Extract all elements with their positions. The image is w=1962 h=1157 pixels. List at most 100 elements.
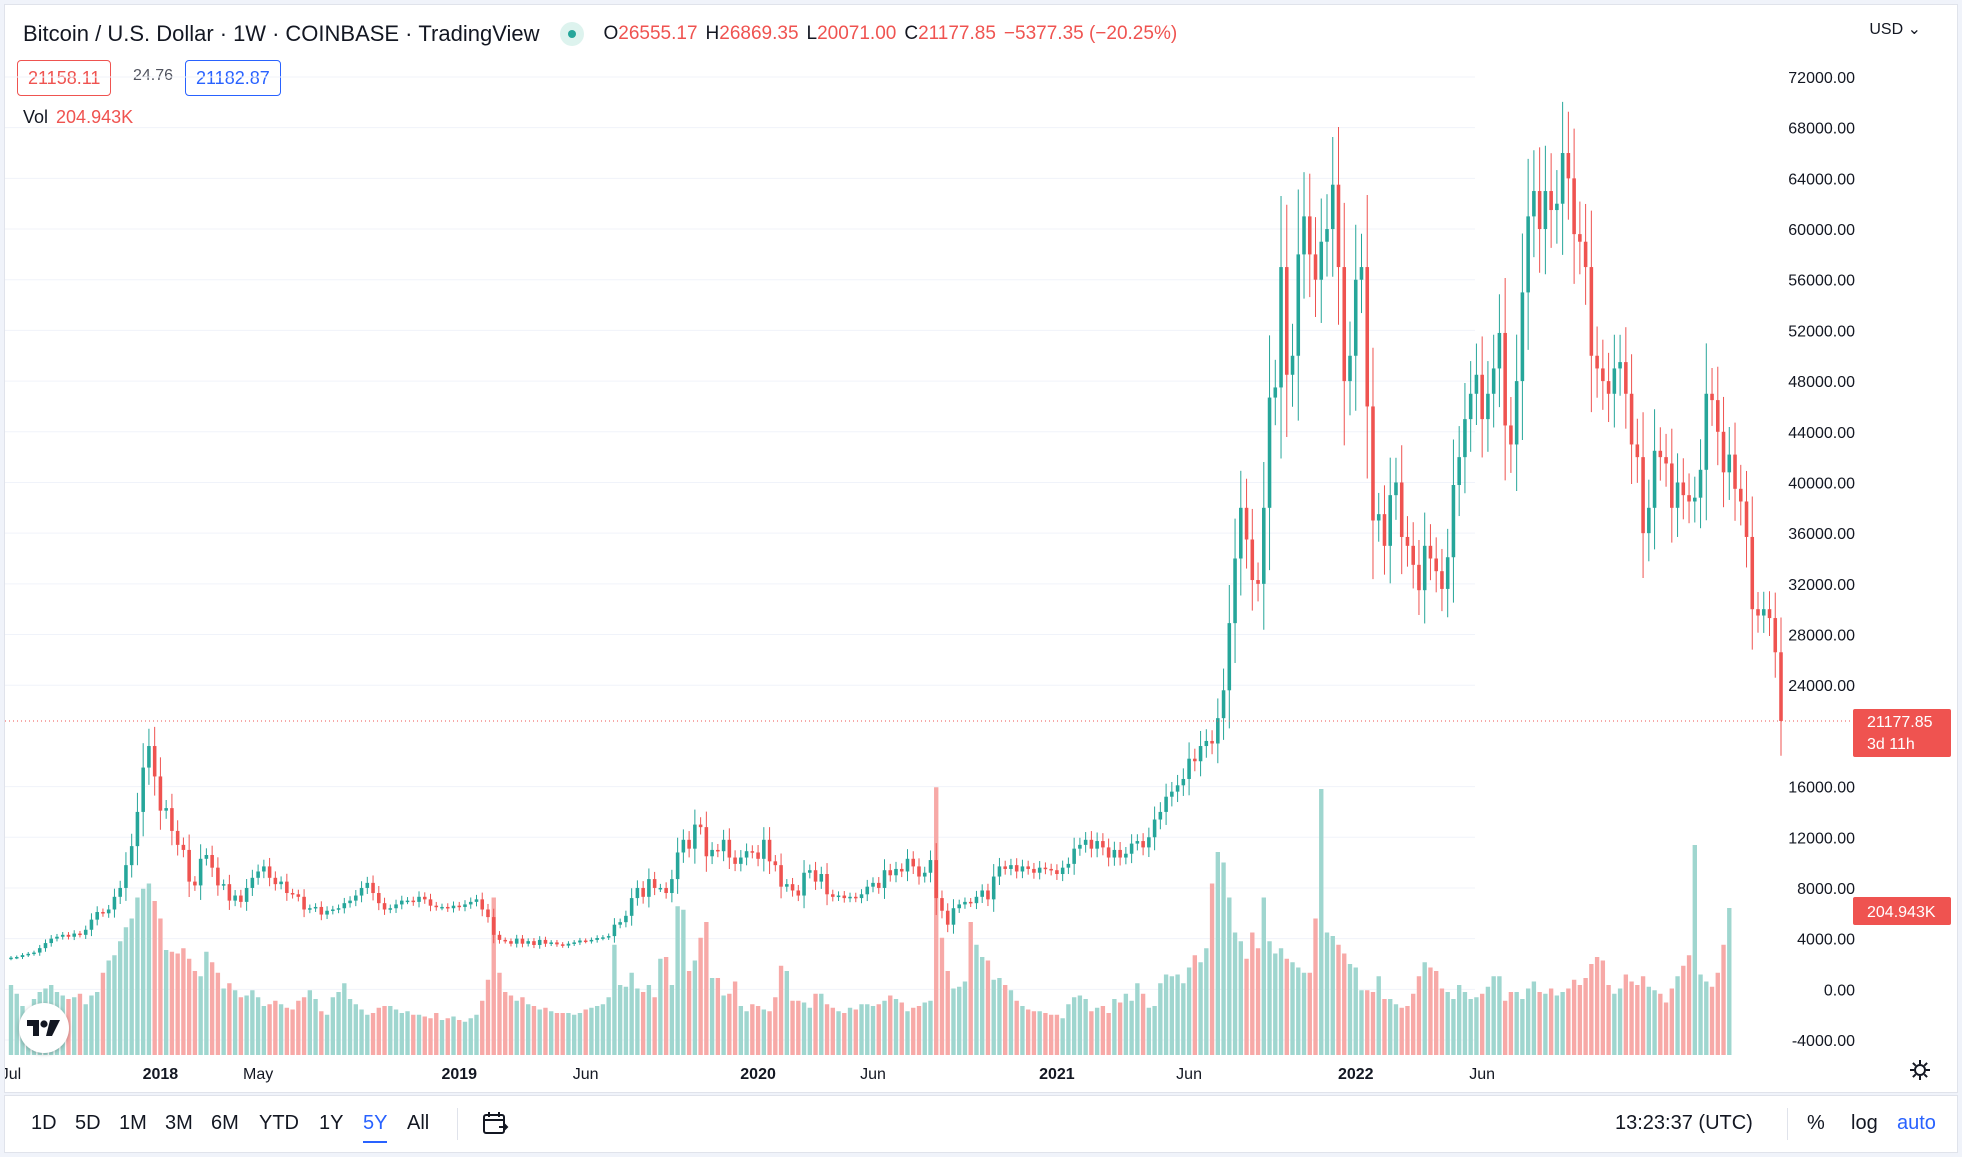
volume-bar <box>457 1020 462 1055</box>
volume-bar <box>606 997 611 1055</box>
volume-bar <box>1485 986 1491 1055</box>
volume-bar <box>192 971 198 1055</box>
candle-body <box>1135 841 1140 844</box>
candle-body <box>1681 482 1686 496</box>
candle-body <box>1710 393 1714 401</box>
volume-bar <box>997 978 1002 1055</box>
interval-label[interactable]: 1W <box>233 21 267 46</box>
legend-separator-1: · <box>219 21 228 46</box>
volume-bar <box>842 1013 847 1055</box>
volume-bar <box>227 983 232 1055</box>
range-1m-button[interactable]: 1M <box>119 1112 147 1134</box>
candle-body <box>595 937 599 940</box>
percent-toggle[interactable]: % <box>1807 1112 1825 1134</box>
volume-bar <box>267 1004 272 1055</box>
y-tick-label: 32000.00 <box>1788 577 1855 594</box>
volume-bar <box>232 990 238 1055</box>
range-5y-button[interactable]: 5Y <box>363 1112 388 1143</box>
volume-label: Vol <box>23 107 49 127</box>
candle-body <box>1537 191 1542 230</box>
volume-bar <box>1675 976 1680 1055</box>
candle-body <box>26 953 31 956</box>
date-range-calendar-icon[interactable] <box>481 1110 509 1138</box>
volume-bar <box>1342 953 1347 1055</box>
volume-bar <box>1721 944 1726 1055</box>
candle-body <box>1624 362 1628 394</box>
volume-bar <box>698 937 703 1055</box>
spread-value: 24.76 <box>133 67 174 84</box>
volume-bar <box>330 997 336 1055</box>
high-value: 26869.35 <box>719 23 799 44</box>
auto-scale-toggle[interactable]: auto <box>1897 1112 1936 1134</box>
volume-bar <box>911 1007 916 1055</box>
volume-bar <box>347 999 353 1055</box>
candle-body <box>129 846 134 866</box>
candle-body <box>20 955 25 958</box>
y-tick-label: 4000.00 <box>1797 932 1855 949</box>
volume-bar <box>1255 948 1261 1055</box>
candle-body <box>359 887 364 896</box>
volume-bar <box>1629 981 1634 1055</box>
candle-body <box>1221 690 1226 719</box>
range-5d-button[interactable]: 5D <box>75 1112 101 1134</box>
log-toggle[interactable]: log <box>1851 1112 1878 1134</box>
volume-bar <box>359 1009 364 1055</box>
candle-body <box>842 895 847 899</box>
candle-body <box>1210 740 1214 744</box>
candle-body <box>1555 203 1559 211</box>
volume-bar <box>663 957 669 1055</box>
candle-body <box>802 872 806 896</box>
sell-price-button[interactable]: 21158.11 <box>17 60 112 96</box>
volume-bar <box>1204 948 1209 1055</box>
candle-body <box>612 924 617 937</box>
candle-body <box>474 899 479 902</box>
legend-separator-2: · <box>272 21 280 46</box>
candle-body <box>1509 425 1513 445</box>
market-status-icon[interactable] <box>559 22 584 46</box>
volume-bar <box>1491 976 1496 1055</box>
range-1d-button[interactable]: 1D <box>31 1112 57 1134</box>
candle-body <box>308 908 312 910</box>
y-tick-label: 48000.00 <box>1788 374 1855 391</box>
volume-bar <box>238 997 244 1055</box>
tradingview-logo[interactable] <box>19 1003 69 1053</box>
candle-body <box>739 857 743 864</box>
volume-bar <box>1192 955 1198 1055</box>
candle-body <box>1313 254 1318 280</box>
candle-body <box>256 871 260 878</box>
volume-bar <box>428 1018 433 1055</box>
range-3m-button[interactable]: 3M <box>165 1112 193 1134</box>
symbol-name[interactable]: Bitcoin / U.S. Dollar <box>23 21 214 46</box>
range-ytd-button[interactable]: YTD <box>259 1112 299 1134</box>
volume-bar <box>520 997 525 1055</box>
volume-bar <box>1094 1007 1100 1055</box>
candle-body <box>928 860 933 873</box>
candle-body <box>486 909 490 918</box>
candle-body <box>675 852 680 880</box>
volume-bar <box>1560 992 1565 1055</box>
range-1y-button[interactable]: 1Y <box>319 1112 344 1134</box>
range-6m-button[interactable]: 6M <box>211 1112 239 1134</box>
candle-body <box>382 903 387 910</box>
volume-bar <box>1456 985 1462 1055</box>
candle-body <box>1101 841 1105 848</box>
volume-bar <box>100 972 106 1055</box>
candle-body <box>526 941 530 944</box>
candle-body <box>101 912 105 914</box>
chart-panel[interactable]: Bitcoin / U.S. Dollar · 1W · COINBASE · … <box>4 4 1958 1093</box>
candle-body <box>181 844 186 850</box>
candle-body <box>917 866 921 877</box>
volume-bar <box>1502 1000 1508 1055</box>
volume-bar <box>629 972 634 1055</box>
clock-time[interactable]: 13:23:37 (UTC) <box>1615 1112 1753 1134</box>
candle-body <box>664 887 668 894</box>
x-tick-label: Jun <box>1469 1066 1495 1083</box>
volume-bar <box>623 986 629 1055</box>
volume-bar <box>382 1006 387 1055</box>
buy-price-button[interactable]: 21182.87 <box>185 60 281 96</box>
settings-gear-icon[interactable] <box>1909 1059 1931 1081</box>
volume-bar <box>796 1000 801 1055</box>
volume-bar <box>1370 992 1376 1055</box>
currency-selector[interactable]: USD ⌄ <box>1869 19 1921 39</box>
range-all-button[interactable]: All <box>407 1112 430 1134</box>
